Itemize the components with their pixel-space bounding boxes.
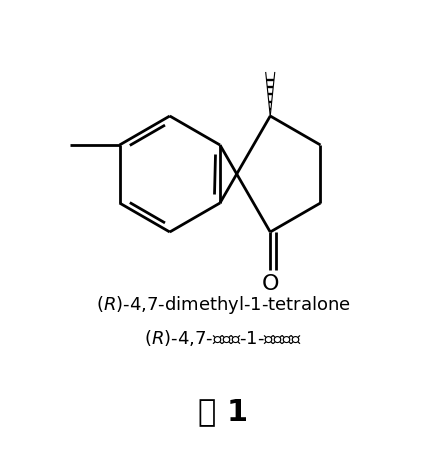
Text: 式 1: 式 1 xyxy=(198,397,248,425)
Text: O: O xyxy=(261,273,279,293)
Text: $(\it{R})$-4,7-dimethyl-1-tetralone: $(\it{R})$-4,7-dimethyl-1-tetralone xyxy=(95,293,351,315)
Text: $(\it{R})$-4,7-二甲基-1-四氢萊酷: $(\it{R})$-4,7-二甲基-1-四氢萊酷 xyxy=(144,327,302,347)
